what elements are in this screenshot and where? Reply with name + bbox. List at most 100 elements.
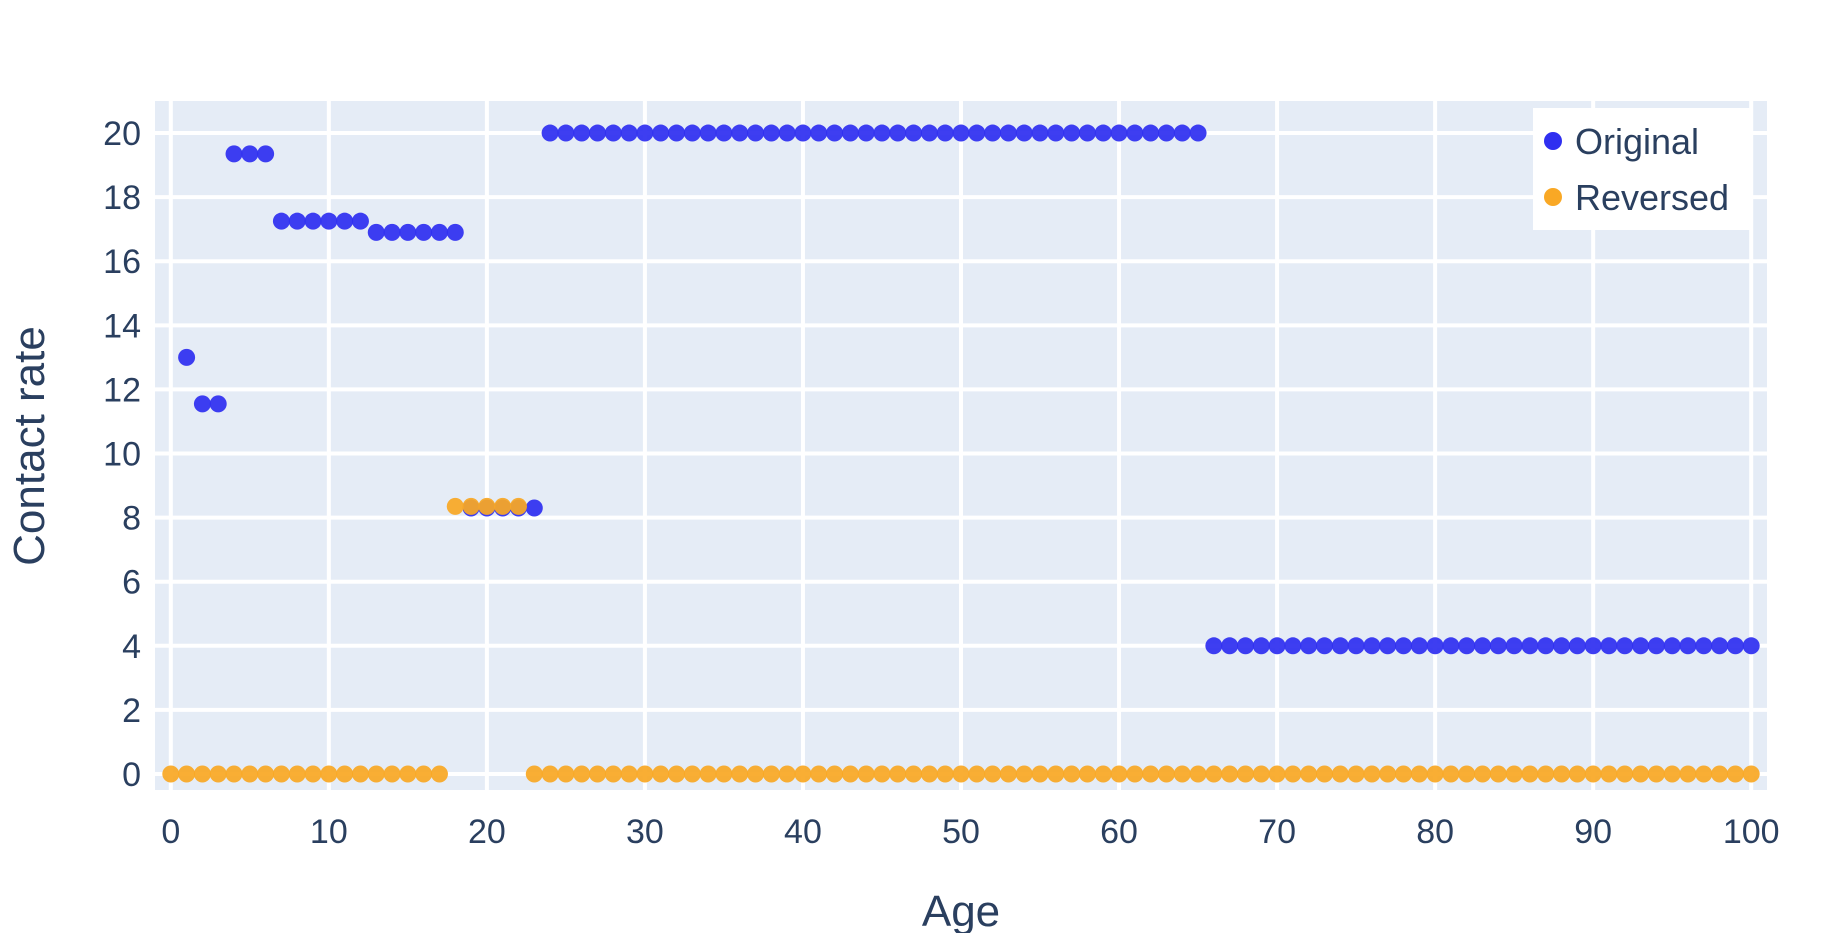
data-point-original (1726, 637, 1744, 655)
data-point-original (1410, 637, 1428, 655)
legend-box (1533, 108, 1751, 230)
data-point-original (383, 223, 401, 241)
data-point-reversed (683, 765, 701, 783)
data-point-original (889, 124, 907, 142)
data-point-reversed (541, 765, 559, 783)
data-point-reversed (1252, 765, 1270, 783)
data-point-reversed (999, 765, 1017, 783)
data-point-reversed (747, 765, 765, 783)
data-point-original (1236, 637, 1254, 655)
data-point-original (1395, 637, 1413, 655)
data-point-reversed (1632, 765, 1650, 783)
data-point-original (762, 124, 780, 142)
data-point-reversed (841, 765, 859, 783)
data-point-original (1110, 124, 1128, 142)
data-point-reversed (1015, 765, 1033, 783)
data-point-original (1711, 637, 1729, 655)
data-point-reversed (1284, 765, 1302, 783)
y-tick-label: 4 (122, 628, 141, 666)
data-point-original (399, 223, 417, 241)
data-point-original (841, 124, 859, 142)
data-point-original (1347, 637, 1365, 655)
data-point-reversed (1521, 765, 1539, 783)
data-point-reversed (936, 765, 954, 783)
data-point-original (193, 395, 211, 413)
data-point-reversed (430, 765, 448, 783)
data-point-reversed (336, 765, 354, 783)
data-point-original (636, 124, 654, 142)
y-tick-label: 10 (103, 436, 141, 474)
data-point-reversed (762, 765, 780, 783)
data-point-reversed (257, 765, 275, 783)
data-point-reversed (810, 765, 828, 783)
data-point-original (715, 124, 733, 142)
data-point-original (731, 124, 749, 142)
data-point-reversed (1142, 765, 1160, 783)
data-point-original (1521, 637, 1539, 655)
data-point-reversed (873, 765, 891, 783)
data-point-reversed (1189, 765, 1207, 783)
data-point-reversed (889, 765, 907, 783)
data-point-reversed (573, 765, 591, 783)
data-point-original (573, 124, 591, 142)
data-point-reversed (272, 765, 290, 783)
data-point-original (1015, 124, 1033, 142)
data-point-original (668, 124, 686, 142)
data-point-original (810, 124, 828, 142)
data-point-reversed (668, 765, 686, 783)
data-point-reversed (478, 497, 496, 515)
data-point-reversed (968, 765, 986, 783)
x-tick-label: 40 (784, 813, 822, 851)
data-point-original (241, 145, 259, 163)
data-point-reversed (826, 765, 844, 783)
data-point-reversed (1489, 765, 1507, 783)
data-point-reversed (1442, 765, 1460, 783)
data-point-reversed (1695, 765, 1713, 783)
data-point-reversed (399, 765, 417, 783)
data-point-original (1284, 637, 1302, 655)
data-point-original (430, 223, 448, 241)
data-point-original (999, 124, 1017, 142)
legend-marker-original (1544, 132, 1562, 150)
data-point-reversed (1094, 765, 1112, 783)
data-point-reversed (1078, 765, 1096, 783)
data-point-original (1063, 124, 1081, 142)
data-point-reversed (1505, 765, 1523, 783)
data-point-reversed (857, 765, 875, 783)
x-tick-labels: 0 10 20 30 40 50 60 70 80 90 100 (161, 813, 1779, 851)
data-point-reversed (1363, 765, 1381, 783)
data-point-reversed (162, 765, 180, 783)
data-point-original (1584, 637, 1602, 655)
data-point-reversed (241, 765, 259, 783)
data-point-reversed (1600, 765, 1618, 783)
data-point-original (699, 124, 717, 142)
data-point-reversed (1553, 765, 1571, 783)
data-point-original (1221, 637, 1239, 655)
data-point-original (873, 124, 891, 142)
data-point-original (1647, 637, 1665, 655)
data-point-reversed (193, 765, 211, 783)
data-point-reversed (1031, 765, 1049, 783)
x-tick-label: 10 (310, 813, 348, 851)
data-point-reversed (984, 765, 1002, 783)
x-tick-label: 30 (626, 813, 664, 851)
data-point-original (415, 223, 433, 241)
data-point-reversed (652, 765, 670, 783)
data-point-original (541, 124, 559, 142)
data-point-original (272, 212, 290, 230)
data-point-reversed (778, 765, 796, 783)
data-point-original (1189, 124, 1207, 142)
data-point-original (1268, 637, 1286, 655)
data-point-reversed (557, 765, 575, 783)
data-point-reversed (1537, 765, 1555, 783)
data-point-original (1252, 637, 1270, 655)
data-point-reversed (794, 765, 812, 783)
data-point-reversed (1458, 765, 1476, 783)
data-point-reversed (1395, 765, 1413, 783)
data-point-original (920, 124, 938, 142)
data-point-reversed (1236, 765, 1254, 783)
data-point-original (683, 124, 701, 142)
y-tick-label: 8 (122, 500, 141, 538)
data-point-original (1331, 637, 1349, 655)
data-point-original (1568, 637, 1586, 655)
